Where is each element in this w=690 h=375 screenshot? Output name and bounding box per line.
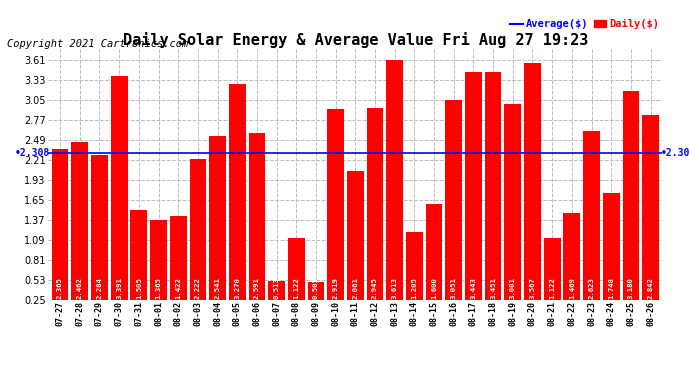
Text: •2.308: •2.308 [660, 148, 690, 158]
Text: 2.061: 2.061 [353, 277, 358, 298]
Bar [446, 100, 462, 318]
Text: 2.591: 2.591 [254, 277, 260, 298]
Bar [524, 63, 541, 318]
Text: 1.469: 1.469 [569, 277, 575, 298]
Text: •2.308: •2.308 [15, 148, 50, 158]
Text: 2.222: 2.222 [195, 277, 201, 298]
Text: 2.623: 2.623 [589, 277, 595, 298]
Bar [583, 130, 600, 318]
Bar [288, 238, 305, 318]
Text: 1.122: 1.122 [293, 277, 299, 298]
Bar [170, 216, 186, 318]
Bar [327, 110, 344, 318]
Text: 1.600: 1.600 [431, 277, 437, 298]
Bar [386, 60, 403, 318]
Bar [52, 149, 68, 318]
Bar [485, 72, 502, 318]
Text: 3.270: 3.270 [234, 277, 240, 298]
Text: 1.365: 1.365 [155, 277, 161, 298]
Bar [72, 142, 88, 318]
Text: 3.443: 3.443 [471, 277, 477, 298]
Text: 0.513: 0.513 [274, 277, 279, 298]
Bar [426, 204, 442, 318]
Text: 3.613: 3.613 [392, 277, 397, 298]
Bar [248, 133, 265, 318]
Text: 3.567: 3.567 [529, 277, 535, 298]
Text: 2.919: 2.919 [333, 277, 339, 298]
Text: 1.422: 1.422 [175, 277, 181, 298]
Bar [406, 232, 423, 318]
Text: 2.365: 2.365 [57, 277, 63, 298]
Bar [465, 72, 482, 318]
Bar [111, 76, 128, 318]
Bar [347, 171, 364, 318]
Text: 2.284: 2.284 [97, 277, 103, 298]
Bar [229, 84, 246, 318]
Title: Daily Solar Energy & Average Value Fri Aug 27 19:23: Daily Solar Energy & Average Value Fri A… [123, 32, 588, 48]
Text: 3.180: 3.180 [628, 277, 634, 298]
Bar [642, 115, 659, 318]
Text: 2.541: 2.541 [215, 277, 221, 298]
Text: 0.505: 0.505 [313, 277, 319, 298]
Bar [366, 108, 384, 318]
Bar [150, 220, 167, 318]
Text: 2.462: 2.462 [77, 277, 83, 298]
Text: 2.945: 2.945 [372, 277, 378, 298]
Text: Copyright 2021 Cartronics.com: Copyright 2021 Cartronics.com [7, 39, 188, 50]
Bar [603, 193, 620, 318]
Text: 1.748: 1.748 [608, 277, 614, 298]
Bar [622, 91, 639, 318]
Text: 3.451: 3.451 [490, 277, 496, 298]
Bar [130, 210, 147, 318]
Bar [564, 213, 580, 318]
Bar [308, 282, 324, 318]
Text: 3.001: 3.001 [510, 277, 516, 298]
Text: 2.842: 2.842 [648, 277, 653, 298]
Text: 3.051: 3.051 [451, 277, 457, 298]
Bar [544, 238, 560, 318]
Bar [504, 104, 521, 318]
Text: 1.122: 1.122 [549, 277, 555, 298]
Text: 3.391: 3.391 [116, 277, 122, 298]
Legend: Average($), Daily($): Average($), Daily($) [506, 15, 663, 33]
Text: 1.205: 1.205 [411, 277, 417, 298]
Bar [209, 136, 226, 318]
Bar [190, 159, 206, 318]
Bar [91, 155, 108, 318]
Text: 1.505: 1.505 [136, 277, 142, 298]
Bar [268, 281, 285, 318]
